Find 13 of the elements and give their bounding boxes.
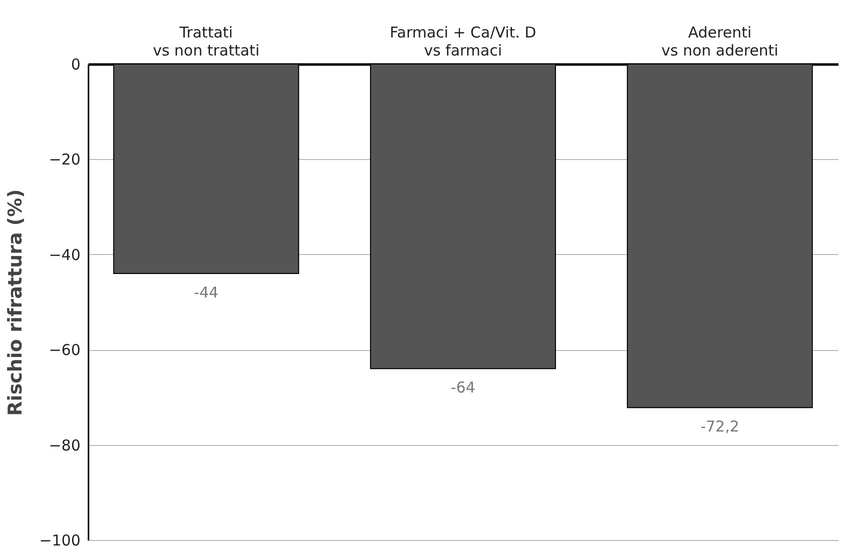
x-tick-label: Aderenti vs non aderenti (661, 24, 778, 60)
y-tick-label: −100 (39, 532, 80, 550)
y-tick-label: −40 (48, 246, 80, 264)
y-tick-label: −60 (48, 341, 80, 360)
y-axis-title: Rischio rifrattura (%) (4, 189, 26, 416)
data-label: -72,2 (700, 418, 740, 436)
data-label: -64 (450, 378, 476, 397)
y-tick-label: 0 (70, 56, 80, 74)
y-tick-label: −80 (48, 436, 80, 454)
x-tick-label: Trattati vs non trattati (152, 24, 260, 60)
x-tick-label: Farmaci + Ca/Vit. D vs farmaci (390, 24, 536, 60)
data-label: -44 (194, 283, 218, 302)
y-tick-label: −20 (48, 150, 80, 169)
